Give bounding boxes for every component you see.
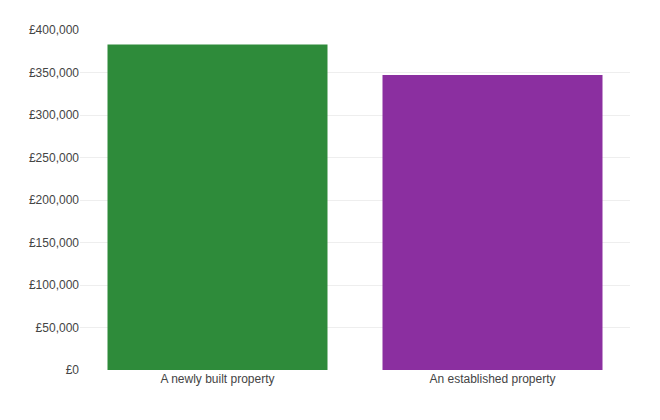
svg-text:£200,000: £200,000 [29,193,79,207]
svg-text:£50,000: £50,000 [36,321,80,335]
svg-text:£100,000: £100,000 [29,278,79,292]
svg-text:A newly built property: A newly built property [160,372,274,386]
svg-text:£400,000: £400,000 [29,23,79,37]
svg-text:£350,000: £350,000 [29,66,79,80]
svg-text:£0: £0 [66,363,80,377]
svg-text:£300,000: £300,000 [29,108,79,122]
svg-text:£150,000: £150,000 [29,236,79,250]
svg-text:An established property: An established property [429,372,555,386]
svg-text:£250,000: £250,000 [29,151,79,165]
